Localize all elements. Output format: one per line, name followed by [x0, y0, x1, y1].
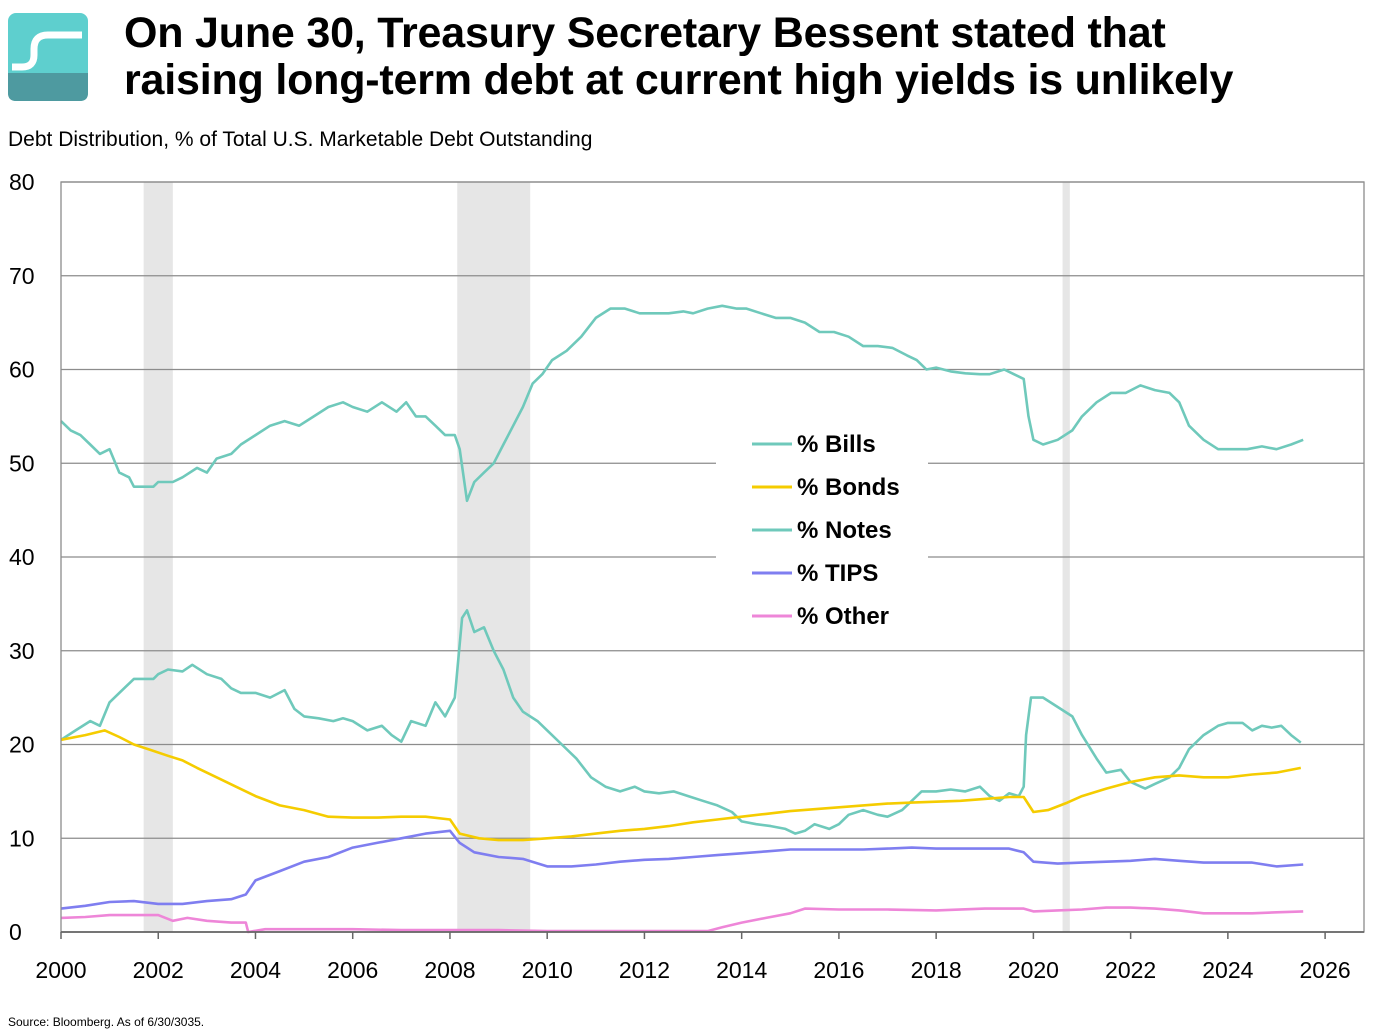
- x-tick-label: 2016: [813, 957, 864, 983]
- brand-s-logo-icon: [8, 13, 88, 101]
- series-layer: [60, 304, 1304, 934]
- series-line-other: [60, 906, 1304, 934]
- y-tick-label: 80: [9, 169, 35, 195]
- axis-layer: 0 10 20 30 40 50 60 70 80 2000 2002 2004 2006 2008 201…: [9, 169, 1365, 983]
- legend-label-other: % Other: [797, 603, 889, 630]
- series-line-bills: [60, 609, 1302, 835]
- chart-subtitle: Debt Distribution, % of Total U.S. Marke…: [8, 128, 593, 151]
- page-title: On June 30, Treasury Secretary Bessent s…: [124, 10, 1374, 104]
- legend-background: [716, 422, 928, 636]
- x-tick-label: 2008: [424, 957, 475, 983]
- x-tick-label: 2014: [716, 957, 767, 983]
- x-tick-label: 2006: [327, 957, 378, 983]
- series-line-tips: [60, 829, 1304, 910]
- x-tick-label: 2010: [522, 957, 573, 983]
- y-tick-label: 60: [9, 357, 35, 383]
- y-tick-label: 40: [9, 544, 35, 570]
- y-tick-label: 70: [9, 263, 35, 289]
- line-chart: 0 10 20 30 40 50 60 70 80 2000 2002 2004 2006 2008 201…: [9, 169, 1365, 983]
- x-tick-label: 2018: [911, 957, 962, 983]
- x-tick-label: 2022: [1105, 957, 1156, 983]
- x-tick-label: 2024: [1202, 957, 1253, 983]
- series-line-bonds: [60, 729, 1302, 842]
- x-tick-label: 2002: [133, 957, 184, 983]
- x-tick-label: 2004: [230, 957, 281, 983]
- y-tick-label: 50: [9, 450, 35, 476]
- x-tick-label: 2000: [35, 957, 86, 983]
- legend-label-notes: % Notes: [797, 517, 892, 544]
- title-line-1: On June 30, Treasury Secretary Bessent s…: [124, 9, 1166, 57]
- legend-label-tips: % TIPS: [797, 560, 878, 587]
- x-tick-label: 2012: [619, 957, 670, 983]
- title-line-2: raising long-term debt at current high y…: [124, 56, 1234, 104]
- y-tick-label: 20: [9, 732, 35, 758]
- legend: % Bills % Bonds % Notes % TIPS % Other: [716, 422, 928, 636]
- legend-label-bills: % Bills: [797, 431, 876, 458]
- y-tick-label: 30: [9, 638, 35, 664]
- source-note: Source: Bloomberg. As of 6/30/3035.: [8, 1015, 205, 1029]
- grid-layer: [61, 181, 1364, 839]
- x-tick-label: 2026: [1300, 957, 1351, 983]
- legend-label-bonds: % Bonds: [797, 474, 900, 501]
- y-tick-label: 0: [9, 919, 22, 945]
- y-tick-label: 10: [9, 825, 35, 851]
- series-line-notes: [60, 304, 1304, 503]
- x-tick-label: 2020: [1008, 957, 1059, 983]
